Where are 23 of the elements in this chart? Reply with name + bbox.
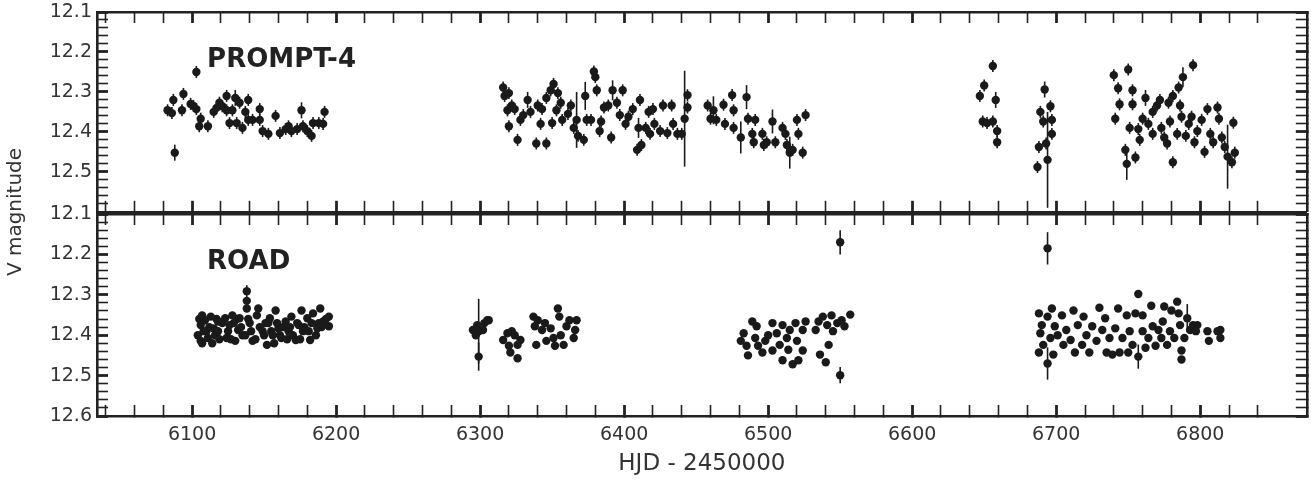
y-tick-label: 12.4 xyxy=(49,118,92,141)
y-tick-label: 12.3 xyxy=(49,281,92,304)
y-tick-label: 12.3 xyxy=(49,78,92,101)
x-axis-title: HJD - 2450000 xyxy=(618,449,786,476)
y-tick-label: 12.6 xyxy=(49,402,92,425)
y-tick-label: 12.4 xyxy=(49,322,92,345)
y-tick-label: 12.2 xyxy=(49,241,92,264)
x-tick-label: 6700 xyxy=(1032,422,1081,445)
x-tick-label: 6400 xyxy=(599,422,649,445)
x-tick-label: 6200 xyxy=(311,422,361,445)
x-tick-label: 6500 xyxy=(743,422,793,445)
y-tick-label: 12.5 xyxy=(49,362,92,385)
y-tick-label: 12.1 xyxy=(49,0,92,21)
x-tick-label: 6600 xyxy=(888,422,937,445)
y-tick-label: 12.2 xyxy=(49,38,92,61)
y-tick-label: 12.5 xyxy=(49,158,92,181)
x-tick-label: 6800 xyxy=(1176,422,1225,445)
y-axis-title: V magnitude xyxy=(2,147,26,276)
x-tick-label: 6100 xyxy=(167,422,217,445)
text: ROAD xyxy=(207,245,291,276)
text: PROMPT-4 xyxy=(207,42,356,73)
x-tick-label: 6300 xyxy=(455,422,505,445)
y-tick-label: 12.1 xyxy=(49,200,92,223)
